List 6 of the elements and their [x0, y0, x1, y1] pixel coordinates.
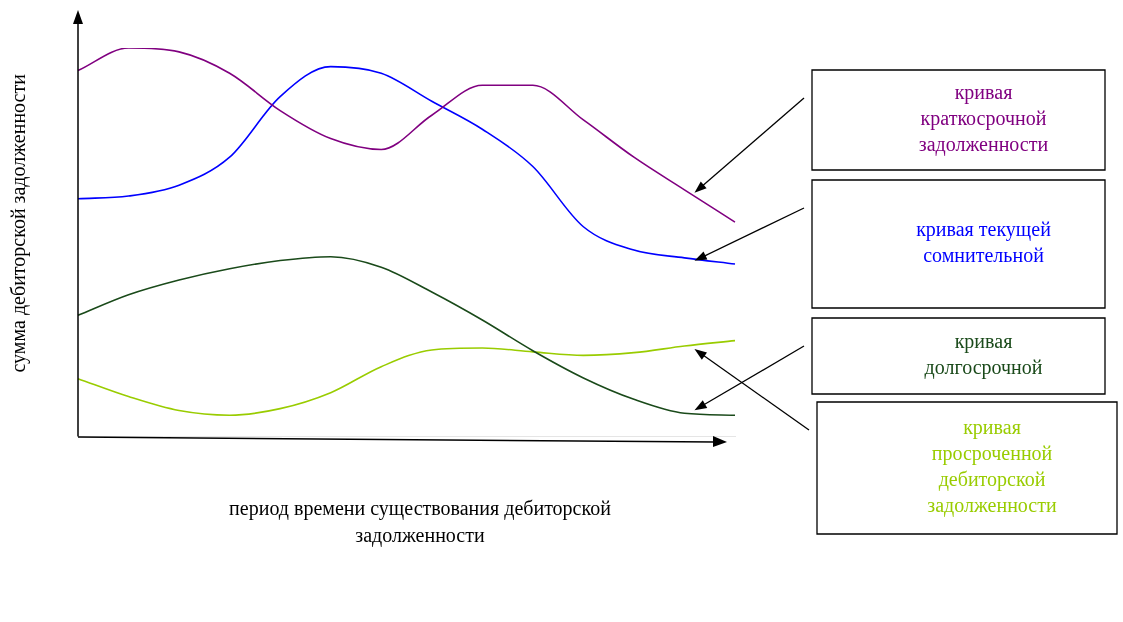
x-axis-title: период времени существования дебиторской задолженности: [229, 497, 612, 548]
text: кривая текущей сомнительной: [916, 218, 1052, 267]
y-axis-title: сумма дебиторской задолженности: [7, 73, 31, 373]
text: кривая долгосрочной: [924, 330, 1043, 380]
text: кривая краткосрочной задолженности: [918, 81, 1049, 157]
text: кривая просроченной дебиторской задолженности: [927, 416, 1057, 518]
